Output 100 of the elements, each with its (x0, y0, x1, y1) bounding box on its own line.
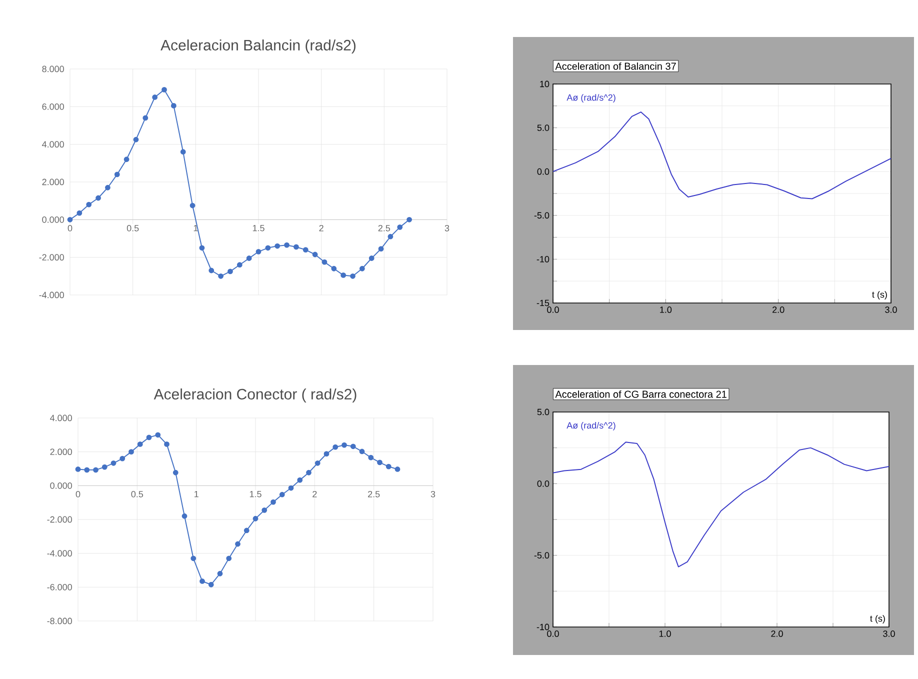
y-tick-label: -15 (536, 300, 550, 306)
point (256, 248, 262, 254)
text: Aø (rad/s^2) (566, 94, 616, 102)
point (84, 467, 90, 473)
point (164, 442, 170, 447)
point (270, 499, 276, 505)
y-tick-label: -5.0 (534, 212, 550, 219)
point (120, 456, 126, 462)
point (128, 449, 134, 455)
point (406, 216, 412, 222)
line-series (553, 112, 891, 200)
x-tick-label: 1 (194, 490, 198, 498)
x-tick-label: 2 (319, 224, 324, 232)
point (208, 582, 214, 588)
point (86, 202, 92, 208)
point (180, 149, 186, 155)
chart-title: Acceleration of CG Barra conectora 21 (555, 390, 726, 398)
point (218, 273, 224, 279)
y-tick-label: 0.0 (537, 168, 550, 175)
chart-title: Acceleration of Balancin 37 (555, 62, 676, 70)
point (274, 243, 280, 249)
point (262, 507, 268, 513)
point (182, 513, 188, 519)
point (332, 444, 338, 450)
point (228, 268, 233, 274)
y-tick-label: -2.000 (39, 254, 64, 261)
point (114, 172, 120, 178)
point (170, 103, 176, 108)
series-label: Aø (rad/s^2) (566, 422, 616, 430)
point (200, 578, 205, 584)
y-tick-label: 5.0 (537, 408, 550, 416)
x-tick-label: 3 (430, 490, 436, 498)
point (124, 156, 130, 162)
point (368, 454, 374, 460)
x-tick-label: 1.0 (659, 630, 671, 637)
point (110, 460, 116, 466)
y-tick-label: 8.000 (42, 66, 64, 72)
x-axis-title: t (s) (872, 291, 887, 300)
point (93, 467, 98, 473)
y-tick-label: 10 (540, 80, 550, 88)
point (297, 477, 303, 483)
y-tick-label: 5.0 (537, 124, 550, 131)
point (322, 259, 328, 265)
y-tick-label: 6.000 (42, 103, 64, 110)
x-tick-label: 0 (68, 224, 72, 232)
point (199, 245, 205, 251)
x-tick-label: 1.5 (250, 490, 262, 498)
y-tick-label: 4.000 (50, 414, 72, 422)
point (312, 252, 318, 258)
point (137, 442, 143, 447)
point (378, 246, 384, 252)
point (217, 570, 223, 576)
point (190, 556, 196, 562)
x-tick-label: 3.0 (885, 306, 897, 313)
point (162, 86, 167, 92)
x-tick-label: 3 (444, 224, 450, 232)
x-tick-label: 0.0 (547, 630, 559, 637)
point (235, 541, 240, 547)
point (252, 516, 258, 522)
y-tick-label: 4.000 (42, 141, 64, 148)
point (96, 195, 101, 201)
x-tick-label: 2.0 (771, 630, 783, 637)
point (340, 272, 346, 278)
point (146, 434, 152, 440)
point (294, 244, 299, 250)
point (331, 266, 337, 272)
point (368, 256, 374, 261)
point (359, 448, 365, 454)
point (302, 247, 308, 252)
point (265, 245, 271, 251)
point (76, 210, 82, 216)
point (152, 94, 158, 100)
y-tick-label: -4.000 (39, 292, 64, 298)
point (377, 460, 382, 466)
point (324, 451, 330, 457)
y-tick-label: -8.000 (47, 618, 72, 624)
point (314, 460, 320, 466)
y-tick-label: 2.000 (50, 448, 72, 456)
x-tick-label: 2.0 (772, 306, 784, 313)
x-tick-label: 0.0 (547, 306, 559, 313)
chart-title: Aceleracion Balancin (rad/s2) (160, 39, 356, 54)
x-tick-label: 2.5 (378, 224, 390, 232)
point (342, 442, 347, 448)
point (102, 464, 108, 470)
point (208, 268, 214, 274)
point (190, 202, 196, 208)
point (236, 262, 242, 268)
point (386, 464, 392, 470)
point (142, 115, 148, 121)
point (75, 466, 81, 472)
y-tick-label: 2.000 (42, 178, 64, 186)
point (284, 242, 290, 248)
point (226, 556, 232, 562)
y-tick-label: -6.000 (47, 584, 72, 590)
point (394, 466, 400, 472)
y-tick-label: 0.0 (537, 480, 550, 487)
x-tick-label: 2 (312, 490, 317, 498)
x-tick-label: 2.5 (368, 490, 380, 498)
point (306, 470, 312, 476)
y-tick-label: -2.000 (47, 516, 72, 523)
